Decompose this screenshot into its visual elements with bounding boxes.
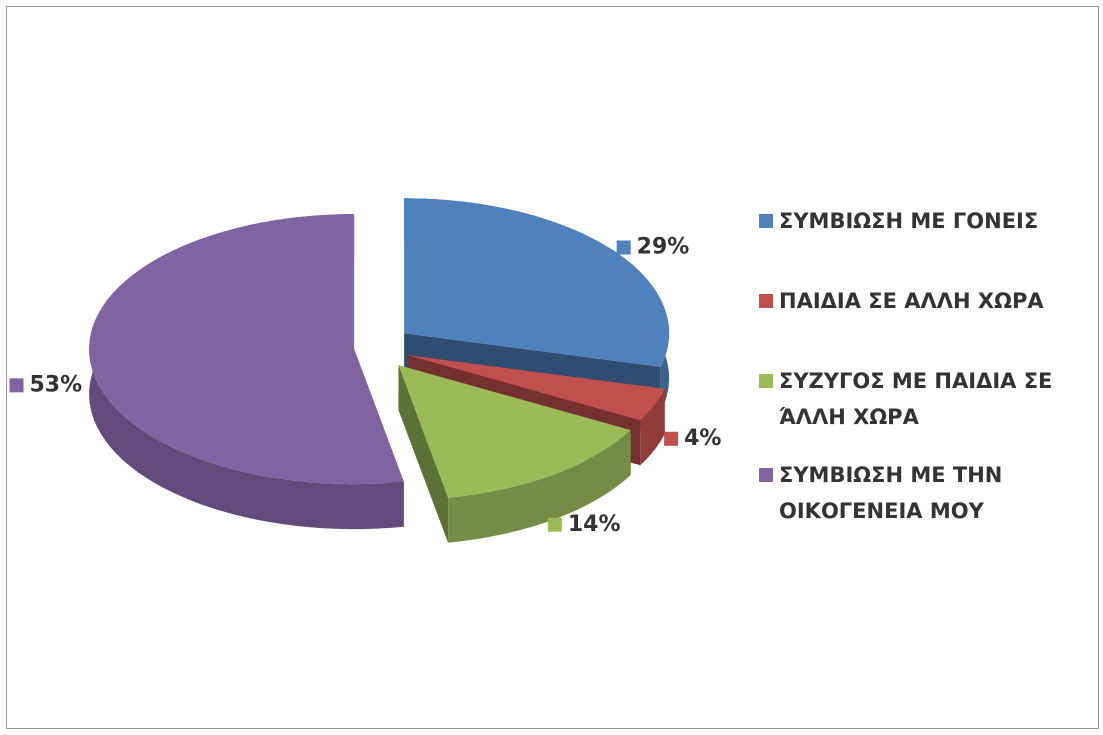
- slice: [408, 355, 665, 421]
- legend-label: ΠΑΙΔΙΑ ΣΕ ΑΛΛΗ ΧΩΡΑ: [779, 289, 1044, 313]
- legend-key: [759, 468, 773, 482]
- legend-label: ΣΥΖΥΓΟΣ ΜΕ ΠΑΙΔΙΑ ΣΕ ΆΛΛΗ ΧΩΡΑ: [779, 369, 1053, 429]
- slice: [398, 365, 631, 498]
- value-label-key: [9, 378, 24, 393]
- legend-entry: ΣΥΖΥΓΟΣ ΜΕ ΠΑΙΔΙΑ ΣΕ ΆΛΛΗ ΧΩΡΑ: [759, 363, 1094, 435]
- slice-side: [640, 388, 665, 466]
- legend-entry: ΣΥΜΒΙΩΣΗ ΜΕ ΤΗΝ ΟΙΚΟΓΕΝΕΙΑ ΜΟΥ: [759, 457, 1094, 529]
- legend-key: [759, 374, 773, 388]
- slice-wall: [398, 365, 449, 543]
- legend-key: [759, 214, 773, 228]
- legend-label: ΣΥΜΒΙΩΣΗ ΜΕ ΤΗΝ ΟΙΚΟΓΕΝΕΙΑ ΜΟΥ: [779, 463, 1003, 523]
- slice: [404, 198, 670, 367]
- value-label: 14%: [568, 512, 621, 537]
- slice: [89, 214, 404, 485]
- legend-entry: ΣΥΜΒΙΩΣΗ ΜΕ ΓΟΝΕΙΣ: [759, 203, 1094, 239]
- legend: ΣΥΜΒΙΩΣΗ ΜΕ ΓΟΝΕΙΣ ΠΑΙΔΙΑ ΣΕ ΑΛΛΗ ΧΩΡΑ ΣΥΖ…: [759, 203, 1094, 551]
- value-label: 29%: [637, 234, 690, 259]
- slice-side: [448, 430, 631, 543]
- chart: 29% 4% 14% 53% ΣΥΜΒΙΩΣΗ ΜΕ ΓΟΝΕΙΣ ΠΑΙΔΙΑ ΣΕ …: [6, 6, 1099, 729]
- pie-plot: 29% 4% 14% 53%: [9, 198, 721, 543]
- value-label: 53%: [30, 372, 83, 397]
- legend-key: [759, 294, 773, 308]
- value-label-key: [547, 517, 562, 532]
- legend-entry: ΠΑΙΔΙΑ ΣΕ ΑΛΛΗ ΧΩΡΑ: [759, 283, 1094, 319]
- value-label-key: [664, 431, 679, 446]
- value-label-key: [616, 240, 631, 255]
- legend-label: ΣΥΜΒΙΩΣΗ ΜΕ ΓΟΝΕΙΣ: [779, 209, 1039, 233]
- value-label: 4%: [684, 426, 721, 451]
